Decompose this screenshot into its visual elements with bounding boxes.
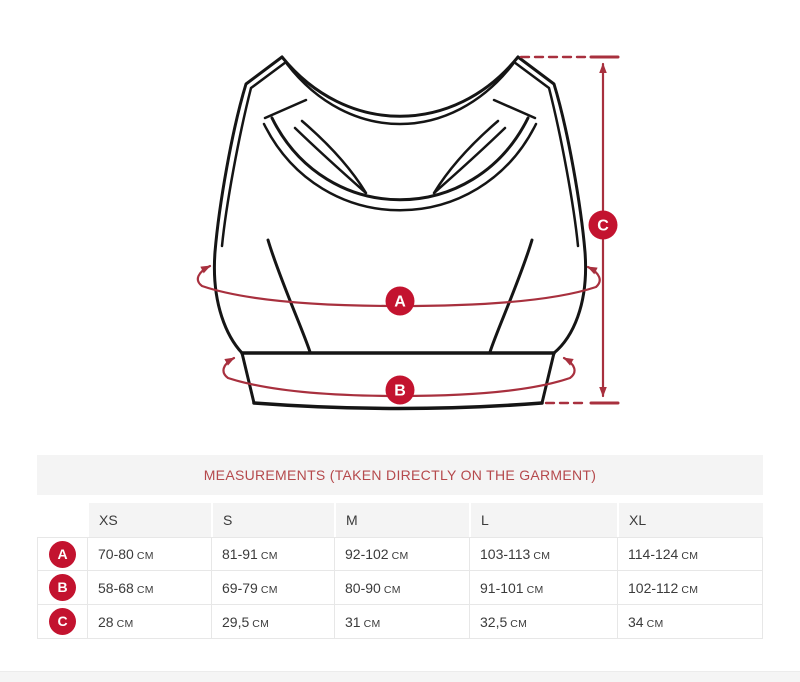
measurements-title: MEASUREMENTS (TAKEN DIRECTLY ON THE GARM… (203, 467, 597, 483)
cell-a-s: 81-91 CM (211, 537, 334, 571)
cell-c-xl: 34 CM (617, 605, 763, 639)
page-bottom-divider (0, 671, 800, 682)
column-header-xl: XL (617, 503, 763, 537)
cell-a-xs: 70-80 CM (87, 537, 211, 571)
cell-c-xs: 28 CM (87, 605, 211, 639)
garment-diagram: A B C (196, 55, 620, 411)
row-b-label-cell: B (37, 571, 87, 605)
measurements-header: MEASUREMENTS (TAKEN DIRECTLY ON THE GARM… (37, 455, 763, 495)
cell-c-l: 32,5 CM (469, 605, 617, 639)
measure-a-badge-letter: A (394, 294, 406, 311)
cell-a-m: 92-102 CM (334, 537, 469, 571)
size-table-corner-cell (37, 503, 87, 537)
table-row-b: B 58-68 CM 69-79 CM 80-90 CM 91-101 CM 102-1… (37, 571, 763, 605)
cell-c-s: 29,5 CM (211, 605, 334, 639)
size-table-header-row: XS S M L XL (37, 503, 763, 537)
measure-a-badge: A (385, 286, 415, 316)
column-header-m: M (334, 503, 469, 537)
sports-bra-drawing-icon: A B C (196, 55, 620, 411)
cell-b-m: 80-90 CM (334, 571, 469, 605)
measure-c-badge: C (588, 210, 618, 240)
column-header-l: L (469, 503, 617, 537)
measure-c-badge-letter: C (597, 218, 609, 235)
cell-b-xs: 58-68 CM (87, 571, 211, 605)
row-b-badge: B (49, 574, 76, 601)
measure-b-badge-letter: B (394, 383, 406, 400)
cell-b-xl: 102-112 CM (617, 571, 763, 605)
measure-b-badge: B (385, 375, 415, 405)
cell-a-xl: 114-124 CM (617, 537, 763, 571)
table-row-c: C 28 CM 29,5 CM 31 CM 32,5 CM 34 CM (37, 605, 763, 639)
column-header-xs: XS (87, 503, 211, 537)
cell-c-m: 31 CM (334, 605, 469, 639)
bra-outline (212, 55, 588, 411)
cell-a-l: 103-113 CM (469, 537, 617, 571)
row-a-label-cell: A (37, 537, 87, 571)
table-row-a: A 70-80 CM 81-91 CM 92-102 CM 103-113 CM 114… (37, 537, 763, 571)
row-c-label-cell: C (37, 605, 87, 639)
cell-b-l: 91-101 CM (469, 571, 617, 605)
row-c-badge: C (49, 608, 76, 635)
row-a-badge: A (49, 540, 76, 568)
size-table: XS S M L XL A 70-80 CM 81-91 CM 92-102 CM 1… (37, 503, 763, 639)
column-header-s: S (211, 503, 334, 537)
cell-b-s: 69-79 CM (211, 571, 334, 605)
